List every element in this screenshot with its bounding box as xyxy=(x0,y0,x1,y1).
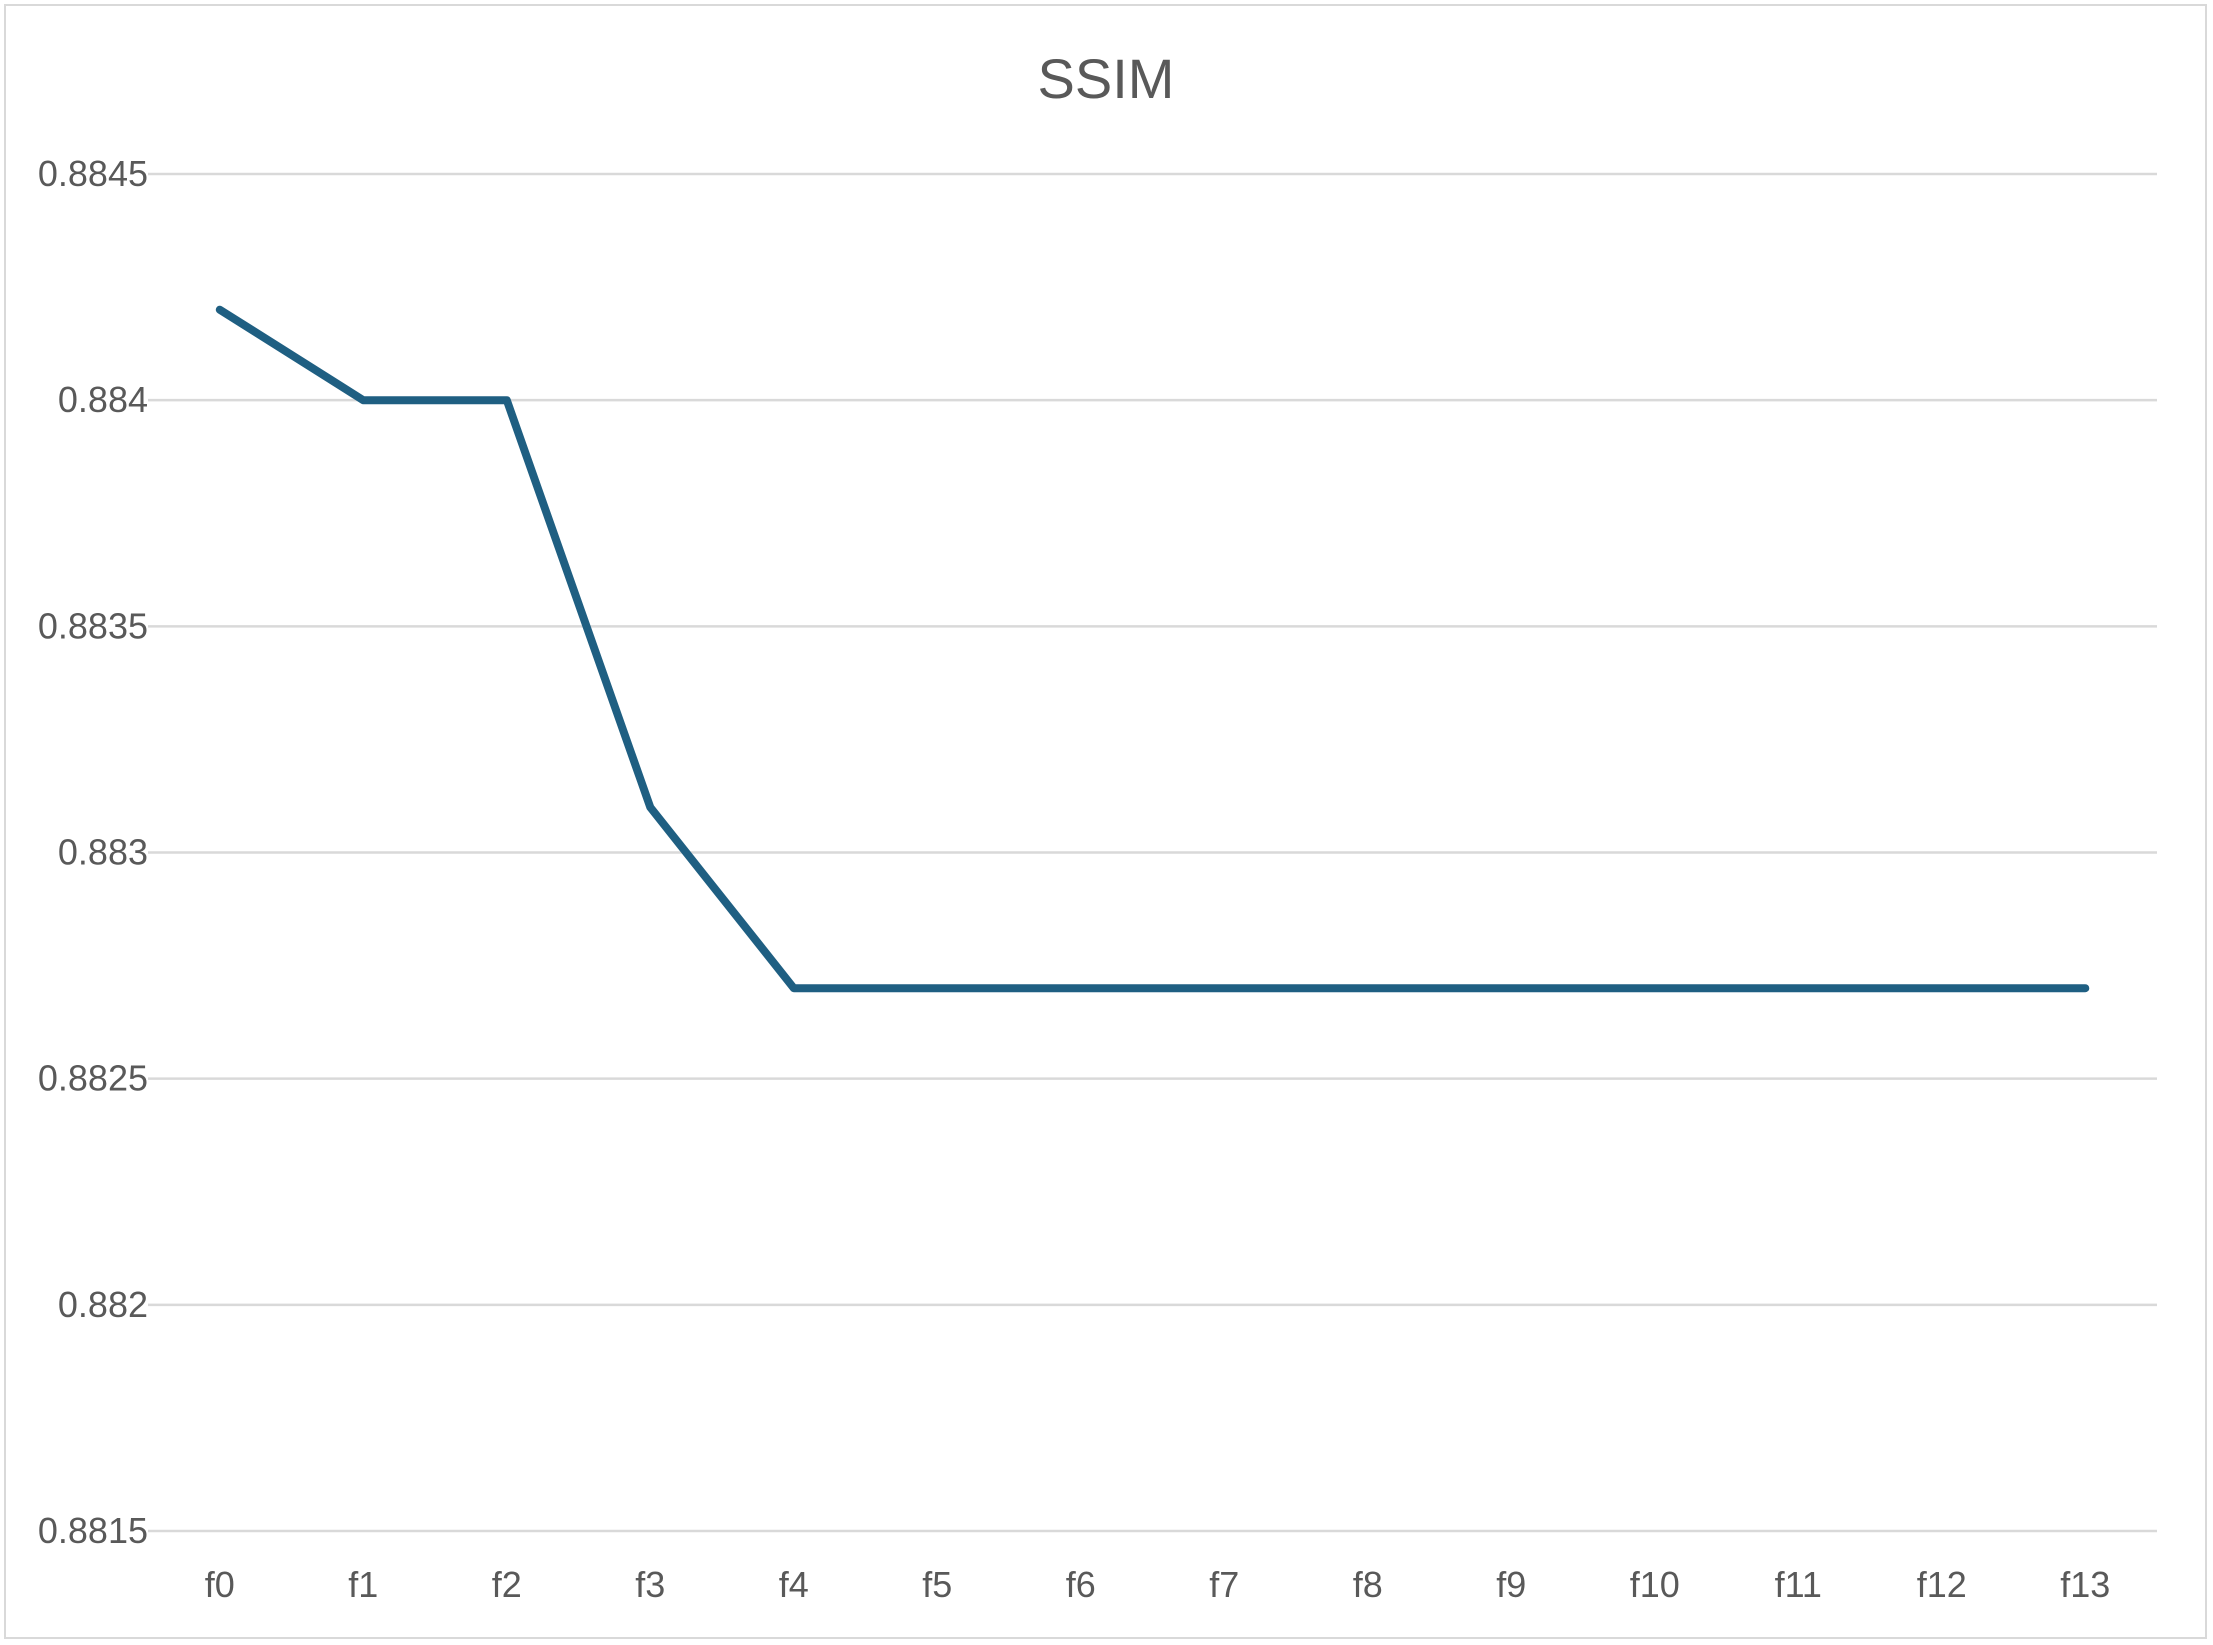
x-tick-label: f9 xyxy=(1496,1564,1526,1605)
x-tick-label: f6 xyxy=(1066,1564,1096,1605)
chart-frame xyxy=(4,4,2207,1639)
x-tick-label: f7 xyxy=(1209,1564,1239,1605)
x-tick-label: f13 xyxy=(2060,1564,2110,1605)
series-group xyxy=(215,305,2090,993)
series-line xyxy=(215,305,2090,993)
x-tick-label: f8 xyxy=(1353,1564,1383,1605)
chart-title: SSIM xyxy=(1038,47,1175,110)
x-tick-label: f5 xyxy=(922,1564,952,1605)
y-tick-label: 0.884 xyxy=(58,379,148,420)
x-tick-label: f1 xyxy=(348,1564,378,1605)
y-tick-label: 0.8815 xyxy=(38,1510,148,1551)
x-tick-label: f2 xyxy=(492,1564,522,1605)
y-tick-label: 0.8825 xyxy=(38,1058,148,1099)
x-axis-ticks: f0 f1 f2 f3 f4 f5 f6 f7 f8 f9 f10 f11 f12 f13 xyxy=(205,1564,2111,1605)
y-tick-label: 0.882 xyxy=(58,1284,148,1325)
y-tick-label: 0.8845 xyxy=(38,153,148,194)
x-tick-label: f12 xyxy=(1917,1564,1967,1605)
x-tick-label: f0 xyxy=(205,1564,235,1605)
y-tick-label: 0.8835 xyxy=(38,605,148,646)
x-tick-label: f11 xyxy=(1775,1564,1822,1605)
y-axis-ticks: 0.8815 0.882 0.8825 0.883 0.8835 0.884 0.8845 xyxy=(38,153,148,1551)
y-tick-label: 0.883 xyxy=(58,832,148,873)
x-tick-label: f10 xyxy=(1630,1564,1680,1605)
gridlines xyxy=(148,172,2157,1533)
x-tick-label: f3 xyxy=(635,1564,665,1605)
x-tick-label: f4 xyxy=(779,1564,809,1605)
